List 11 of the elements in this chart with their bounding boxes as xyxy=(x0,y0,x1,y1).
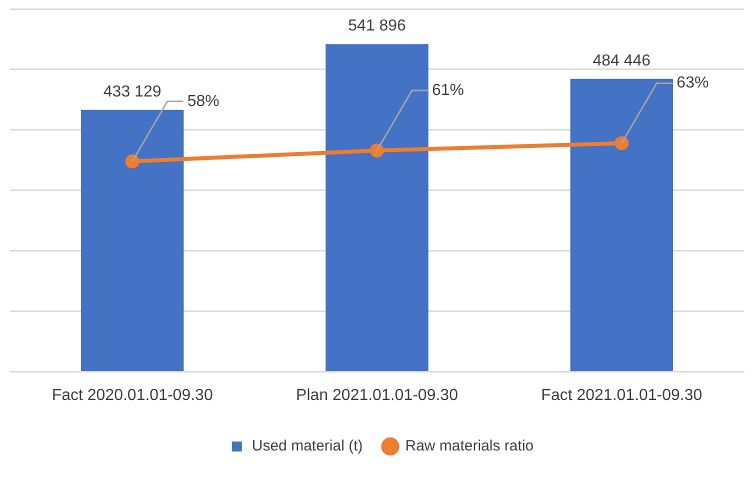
data-label: 63% xyxy=(676,74,709,92)
data-label: 61% xyxy=(432,82,464,99)
data-label: 484 446 xyxy=(592,52,651,70)
data-label: 541 896 xyxy=(348,18,406,35)
x-tick-label: Plan 2021.01.01-09.30 xyxy=(296,386,458,404)
x-tick-label: Fact 2021.01.01-09.30 xyxy=(541,386,702,404)
legend-label: Used material (t) xyxy=(252,438,363,455)
data-label: 433 129 xyxy=(103,83,162,100)
data-label: 58% xyxy=(187,92,220,110)
x-tick-label: Fact 2020.01.01-09.30 xyxy=(52,386,213,404)
legend-label: Raw materials ratio xyxy=(405,438,534,455)
